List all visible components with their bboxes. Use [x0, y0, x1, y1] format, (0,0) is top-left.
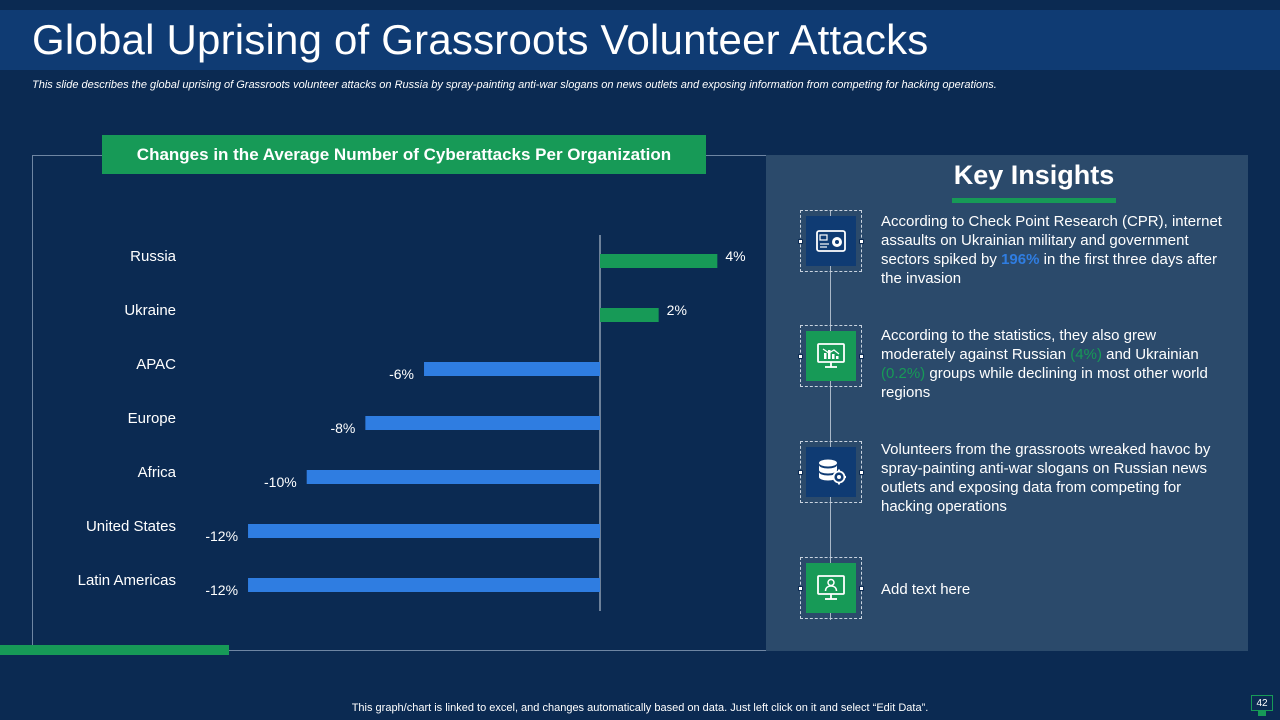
accent-bar — [0, 645, 229, 655]
footer-note: This graph/chart is linked to excel, and… — [351, 702, 929, 714]
data-label: -6% — [389, 366, 414, 382]
insight-highlight: (4%) — [1070, 346, 1102, 363]
category-label: United States — [86, 518, 176, 535]
bar-ukraine[interactable] — [600, 308, 659, 322]
insight-text-2: According to the statistics, they also g… — [881, 326, 1231, 402]
bar-apac[interactable] — [424, 362, 600, 376]
insight-text-3: Volunteers from the grassroots wreaked h… — [881, 440, 1231, 516]
insight-highlight: (0.2%) — [881, 365, 926, 382]
insight-text-segment: Add text here — [881, 581, 971, 598]
bar-africa[interactable] — [306, 470, 600, 484]
key-insights-underline — [952, 198, 1116, 203]
insight-text-segment: According to Check Point Research (CPR),… — [881, 213, 1222, 268]
page-number: 42 — [1251, 695, 1273, 711]
category-label: Africa — [138, 464, 177, 481]
id-card-icon — [806, 216, 856, 266]
insight-text-4: Add text here — [881, 580, 1231, 599]
title-bar — [0, 10, 1280, 70]
insight-text-segment: groups while declining in most other wor… — [881, 365, 1208, 401]
category-label: Europe — [128, 410, 176, 427]
timeline-connector — [830, 210, 831, 620]
category-label: APAC — [136, 356, 176, 373]
bar-latin-americas[interactable] — [248, 578, 601, 592]
category-label: Ukraine — [124, 302, 176, 319]
insight-text-1: According to Check Point Research (CPR),… — [881, 212, 1231, 288]
data-label: 2% — [667, 302, 687, 318]
insight-icon-frame — [798, 325, 864, 387]
page-number-stand — [1258, 711, 1266, 716]
category-label: Russia — [130, 248, 177, 265]
insight-text-segment: and Ukrainian — [1101, 346, 1199, 363]
insight-icon-frame — [798, 441, 864, 503]
insight-text-segment: According to the statistics, they also g… — [881, 327, 1157, 363]
database-gear-icon — [806, 447, 856, 497]
data-label: -8% — [330, 420, 355, 436]
slide-title: Global Uprising of Grassroots Volunteer … — [32, 16, 929, 63]
monitor-chart-icon — [806, 331, 856, 381]
data-label: -10% — [264, 474, 297, 490]
monitor-user-icon — [806, 563, 856, 613]
category-label: Latin Americas — [78, 572, 176, 589]
bar-europe[interactable] — [365, 416, 600, 430]
insight-highlight: 196% — [1001, 251, 1040, 268]
insight-text-segment: Volunteers from the grassroots wreaked h… — [881, 441, 1211, 515]
insight-icon-frame — [798, 557, 864, 619]
bar-russia[interactable] — [600, 254, 718, 268]
data-label: 4% — [725, 248, 745, 264]
bar-united-states[interactable] — [248, 524, 601, 538]
key-insights-title: Key Insights — [953, 160, 1115, 190]
bar-chart[interactable]: Russia 4% Ukraine 2% APAC -6% Europe -8% Africa -… — [32, 155, 766, 651]
data-label: -12% — [205, 528, 238, 544]
slide-subtitle: This slide describes the global uprising… — [32, 79, 997, 91]
data-label: -12% — [205, 582, 238, 598]
insight-text-segment: in the first three days after the invasi… — [881, 251, 1218, 287]
chart-heading: Changes in the Average Number of Cyberat… — [102, 135, 706, 174]
insight-icon-frame — [798, 210, 864, 272]
